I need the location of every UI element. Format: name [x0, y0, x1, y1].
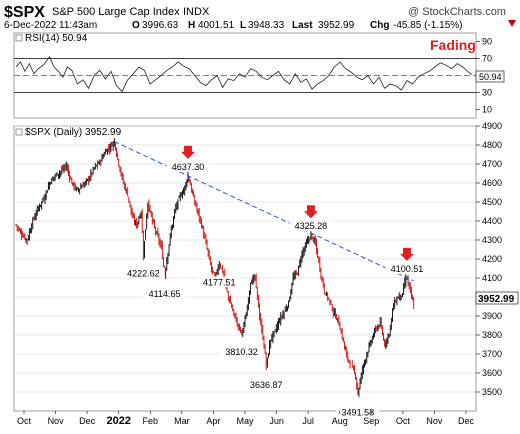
- datetime-label: 6-Dec-2022 11:43am: [4, 20, 97, 31]
- rsi-current-badge: [475, 70, 505, 83]
- price-tick-label: 3600: [482, 368, 502, 378]
- price-legend-box-icon: [15, 128, 23, 136]
- x-tick-label: Apr: [206, 416, 220, 426]
- change-value: -45.85 (-1.15%): [393, 20, 462, 31]
- site-credit: @ StockCharts.com: [408, 6, 506, 18]
- x-tick-label: Nov: [426, 416, 443, 426]
- x-axis: Oct Nov Dec 2022 Feb Mar Apr May Jun Jul Aug Sep Oct…: [17, 411, 475, 427]
- rsi-tick-label: 70: [482, 54, 492, 64]
- price-annotation-label: 4222.62: [127, 269, 160, 279]
- resistance-trendline: [114, 141, 414, 282]
- open-label: O: [132, 20, 140, 31]
- low-value: 3948.33: [248, 20, 285, 31]
- price-annotation-label: 4100.51: [391, 264, 424, 274]
- price-annotation-box: [244, 378, 288, 390]
- price-annotation-box: [166, 160, 210, 172]
- price-annotation-label: 4177.51: [203, 277, 236, 287]
- rsi-grid: [14, 58, 476, 93]
- change-label: Chg: [370, 20, 389, 31]
- fading-annotation: Fading: [430, 37, 476, 53]
- x-tick-label: Sep: [363, 416, 379, 426]
- red-arrow-icon: [181, 145, 196, 159]
- rsi-current-value: 50.94: [479, 72, 502, 82]
- rsi-tick-label: 10: [482, 105, 492, 115]
- price-current-value: 3952.99: [478, 294, 515, 305]
- price-annotation-box: [197, 276, 241, 288]
- price-annotation-label: 3810.32: [225, 347, 258, 357]
- rsi-legend-box-icon: [15, 34, 23, 42]
- price-annotation-box: [385, 262, 429, 274]
- price-tick-label: 4100: [482, 273, 502, 283]
- red-arrow-icon: [399, 247, 414, 261]
- index-name: S&P 500 Large Cap Index: [52, 6, 180, 18]
- last-label: Last: [292, 20, 313, 31]
- price-annotations: 4637.30 4325.28 4100.51 4222.62 4114.65 4177.…: [121, 145, 429, 418]
- rsi-tick-label: 30: [482, 88, 492, 98]
- price-annotation-label: 3491.58: [342, 408, 375, 418]
- price-tick-label: 4300: [482, 235, 502, 245]
- red-arrow-icon: [303, 205, 318, 219]
- exchange-label: INDX: [183, 6, 210, 18]
- x-tick-label: Feb: [143, 416, 159, 426]
- price-tick-label: 4900: [482, 121, 502, 131]
- price-tick-label: 4400: [482, 216, 502, 226]
- last-value: 3952.99: [318, 20, 355, 31]
- low-label: L: [240, 20, 246, 31]
- price-annotation-label: 3636.87: [250, 380, 283, 390]
- price-annotation-label: 4325.28: [295, 221, 328, 231]
- price-annotation-box: [142, 288, 187, 300]
- price-tick-label: 3900: [482, 311, 502, 321]
- price-tick-label: 3700: [482, 349, 502, 359]
- price-annotation-box: [336, 406, 380, 418]
- x-tick-label: Mar: [174, 416, 190, 426]
- x-tick-label: Aug: [332, 416, 348, 426]
- price-annotation-box: [121, 267, 165, 279]
- down-arrow-icon: [508, 20, 516, 27]
- x-tick-label: Oct: [396, 416, 411, 426]
- price-tick-label: 4200: [482, 254, 502, 264]
- open-value: 3996.63: [142, 20, 179, 31]
- rsi-label: RSI(14) 50.94: [25, 33, 88, 44]
- x-tick-label: Dec: [79, 416, 96, 426]
- price-annotation-box: [220, 346, 264, 358]
- price-current-badge: [475, 291, 519, 305]
- rsi-line: [15, 56, 473, 93]
- price-tick-label: 3800: [482, 330, 502, 340]
- x-tick-label: 2022: [106, 415, 130, 427]
- x-tick-label: Dec: [458, 416, 475, 426]
- high-value: 4001.51: [198, 20, 235, 31]
- price-label: $SPX (Daily) 3952.99: [25, 127, 122, 138]
- symbol-title: $SPX: [4, 4, 45, 21]
- x-tick-label: Jun: [269, 416, 284, 426]
- price-annotation-label: 4637.30: [172, 162, 205, 172]
- high-label: H: [188, 20, 195, 31]
- price-candles: [15, 137, 415, 398]
- price-tick-label: 4500: [482, 197, 502, 207]
- price-tick-label: 4800: [482, 140, 502, 150]
- price-annotation-box: [289, 220, 333, 232]
- x-tick-label: May: [236, 416, 254, 426]
- x-tick-label: Oct: [17, 416, 32, 426]
- x-tick-label: Nov: [48, 416, 65, 426]
- price-tick-label: 4700: [482, 159, 502, 169]
- price-tick-label: 4600: [482, 178, 502, 188]
- price-annotation-label: 4114.65: [149, 289, 181, 299]
- price-axis: 4900480047004600450044004300420041004000…: [476, 121, 502, 397]
- x-tick-label: Jul: [302, 416, 314, 426]
- rsi-tick-label: 90: [482, 37, 492, 47]
- price-tick-label: 3500: [482, 387, 502, 397]
